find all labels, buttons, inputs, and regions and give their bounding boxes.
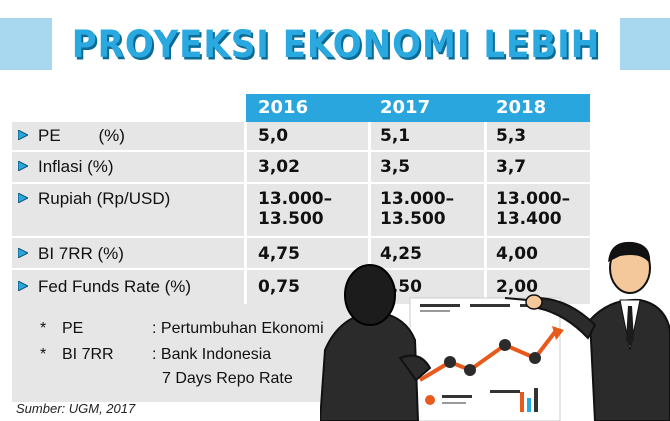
note-mark: *	[40, 346, 47, 363]
value-inflasi-2018: 3,7	[496, 157, 527, 177]
note-abbr-pe: PE	[62, 320, 84, 337]
value-fed-2016: 0,75	[258, 277, 300, 297]
title-box	[52, 8, 620, 80]
row-bullet-icon	[18, 161, 28, 171]
value-rupiah-2016: 13.000– 13.500	[258, 189, 333, 229]
year-header	[246, 94, 590, 122]
value-pe-2018: 5,3	[496, 126, 527, 146]
value-bi7rr-2018: 4,00	[496, 244, 538, 264]
person-right	[504, 241, 670, 421]
presentation-board	[409, 297, 564, 421]
note-mark: *	[40, 320, 47, 337]
table-row-bg	[12, 122, 590, 150]
value-inflasi-2016: 3,02	[258, 157, 300, 177]
value-rupiah-2017: 13.000– 13.500	[380, 189, 455, 229]
value-bi7rr-2017: 4,25	[380, 244, 422, 264]
row-bullet-icon	[18, 193, 28, 203]
note-desc-pe: : Pertumbuhan Ekonomi	[152, 320, 324, 337]
note-desc-bi7rr-2: 7 Days Repo Rate	[162, 370, 293, 387]
year-2018: 2018	[496, 97, 547, 118]
title: PROYEKSI EKONOMI LEBIH BAIK	[71, 22, 601, 135]
row-label-rupiah: Rupiah (Rp/USD)	[38, 189, 171, 208]
person-left	[320, 264, 432, 421]
value-rupiah-2018: 13.000– 13.400	[496, 189, 571, 229]
column-divider	[484, 122, 487, 304]
value-pe-2017: 5,1	[380, 126, 411, 146]
year-2017: 2017	[380, 97, 431, 118]
value-inflasi-2017: 3,5	[380, 157, 411, 177]
row-bullet-icon	[18, 130, 28, 140]
row-bullet-icon	[18, 281, 28, 291]
row-label-fed: Fed Funds Rate (%)	[38, 277, 192, 296]
row-label-inflasi: Inflasi (%)	[38, 157, 114, 176]
table-row-bg	[12, 184, 590, 236]
source-caption: Sumber: UGM, 2017	[16, 401, 136, 416]
table-row-bg	[12, 152, 590, 182]
value-fed-2018: 2,00	[496, 277, 538, 297]
business-presentation-illustration	[320, 241, 670, 421]
year-2016: 2016	[258, 97, 309, 118]
notes-box	[12, 304, 352, 402]
table-row-bg	[12, 238, 590, 268]
column-divider	[368, 122, 371, 304]
value-pe-2016: 5,0	[258, 126, 289, 146]
note-abbr-bi7rr: BI 7RR	[62, 346, 114, 363]
column-divider	[244, 122, 247, 304]
row-label-pe: PE (%)	[38, 126, 125, 145]
note-desc-bi7rr: : Bank Indonesia	[152, 346, 272, 363]
row-label-bi7rr: BI 7RR (%)	[38, 244, 124, 263]
value-bi7rr-2016: 4,75	[258, 244, 300, 264]
row-bullet-icon	[18, 248, 28, 258]
